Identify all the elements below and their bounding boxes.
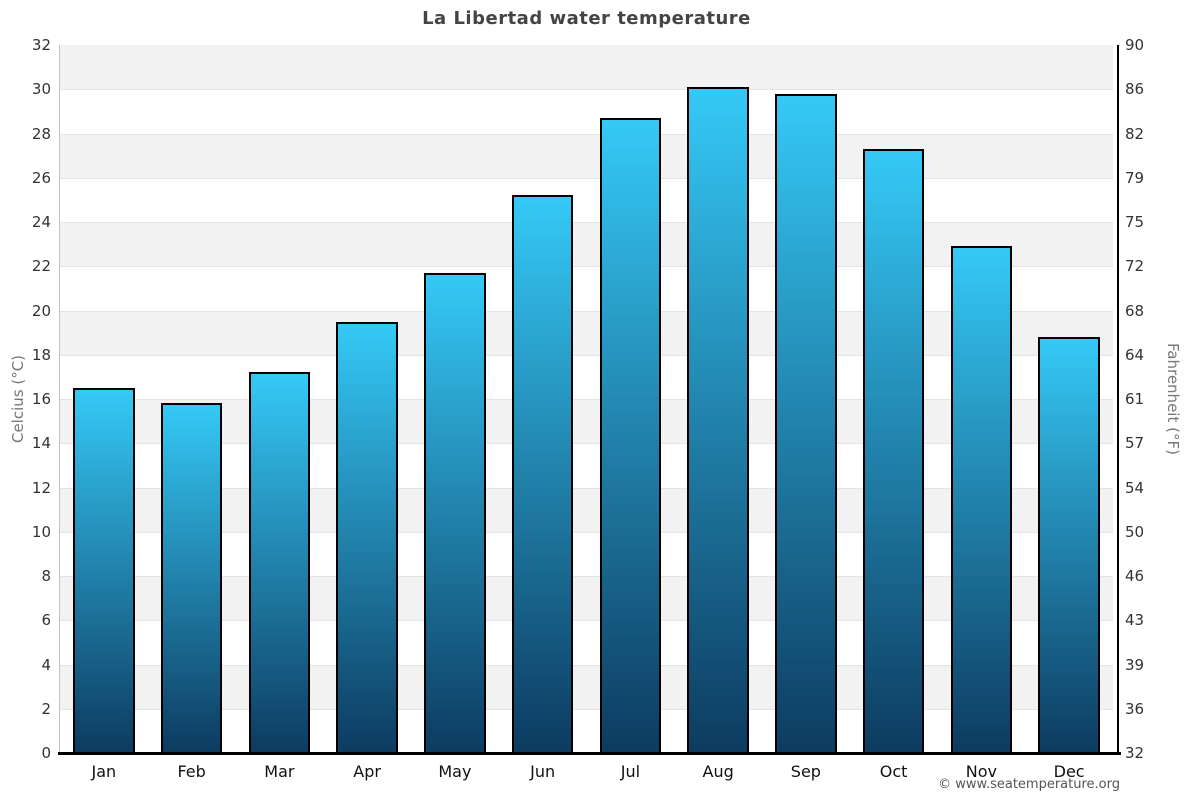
- fahrenheit-tick-39: 39: [1125, 655, 1145, 674]
- celsius-tick-6: 6: [41, 611, 51, 630]
- month-label-sep: Sep: [790, 762, 821, 781]
- chart-title: La Libertad water temperature: [422, 8, 751, 29]
- temperature-bar-apr: [336, 321, 398, 753]
- gridline: [60, 355, 1113, 356]
- celsius-tick-22: 22: [31, 257, 51, 276]
- fahrenheit-tick-75: 75: [1125, 213, 1145, 231]
- plot-band: [60, 664, 1113, 709]
- temperature-bar-mar: [248, 372, 311, 753]
- gridline: [60, 709, 1113, 710]
- month-label-nov: Nov: [965, 762, 997, 781]
- gridline: [60, 266, 1113, 267]
- gridline: [60, 665, 1113, 666]
- y-axis-title-fahrenheit: Fahrenheit (°F): [1164, 343, 1182, 455]
- fahrenheit-tick-61: 61: [1125, 390, 1145, 408]
- temperature-bar-feb: [160, 403, 223, 753]
- fahrenheit-tick-36: 36: [1125, 699, 1145, 718]
- celsius-tick-30: 30: [31, 80, 51, 99]
- y-axis-line-left: [59, 45, 60, 753]
- copyright-credit: © www.seatemperature.org: [938, 777, 1120, 792]
- month-label-dec: Dec: [1053, 762, 1085, 781]
- fahrenheit-tick-82: 82: [1125, 124, 1145, 143]
- temperature-bar-sep: [775, 93, 837, 753]
- gridline: [60, 134, 1113, 135]
- y-axis-title-celsius: Celcius (°C): [9, 354, 27, 444]
- celsius-tick-16: 16: [31, 390, 51, 408]
- gridline: [60, 443, 1113, 444]
- celsius-tick-12: 12: [31, 478, 51, 497]
- fahrenheit-tick-68: 68: [1125, 301, 1145, 320]
- month-label-may: May: [438, 762, 472, 781]
- fahrenheit-tick-43: 43: [1125, 611, 1145, 630]
- month-label-jul: Jul: [620, 762, 641, 781]
- celsius-tick-2: 2: [41, 699, 51, 718]
- month-label-feb: Feb: [177, 762, 206, 781]
- month-label-mar: Mar: [264, 762, 295, 781]
- gridline: [60, 576, 1113, 577]
- celsius-tick-26: 26: [31, 168, 51, 187]
- gridline: [60, 399, 1113, 400]
- gridline: [60, 532, 1113, 533]
- plot-band: [60, 399, 1113, 444]
- celsius-tick-24: 24: [31, 213, 51, 231]
- month-label-aug: Aug: [702, 762, 734, 781]
- celsius-tick-14: 14: [31, 434, 51, 453]
- temperature-bar-aug: [687, 87, 749, 753]
- celsius-tick-10: 10: [31, 522, 51, 541]
- fahrenheit-tick-50: 50: [1125, 522, 1145, 541]
- gridline: [60, 89, 1113, 90]
- gridline: [60, 311, 1113, 312]
- celsius-tick-28: 28: [31, 124, 51, 143]
- temperature-bar-may: [424, 272, 486, 753]
- fahrenheit-tick-32: 32: [1125, 744, 1145, 762]
- month-label-jan: Jan: [91, 762, 117, 781]
- fahrenheit-tick-72: 72: [1125, 257, 1145, 276]
- plot-band: [60, 576, 1113, 621]
- plot-band: [60, 222, 1113, 267]
- plot-band: [60, 310, 1113, 355]
- celsius-tick-18: 18: [31, 345, 51, 364]
- temperature-bar-nov: [950, 246, 1013, 753]
- month-label-oct: Oct: [879, 762, 908, 781]
- celsius-tick-4: 4: [41, 655, 51, 674]
- temperature-bar-jun: [511, 195, 574, 753]
- month-label-apr: Apr: [353, 762, 381, 781]
- celsius-tick-8: 8: [41, 567, 51, 585]
- plot-band: [60, 620, 1113, 665]
- plot-band: [60, 708, 1113, 753]
- fahrenheit-tick-79: 79: [1125, 168, 1145, 187]
- celsius-tick-20: 20: [31, 301, 51, 320]
- celsius-tick-32: 32: [31, 36, 51, 54]
- temperature-bar-jan: [73, 387, 135, 753]
- plot-band: [60, 133, 1113, 178]
- temperature-bar-jul: [599, 118, 662, 753]
- plot-band: [60, 443, 1113, 488]
- celsius-tick-0: 0: [41, 744, 51, 762]
- plot-band: [60, 177, 1113, 222]
- gridline: [60, 178, 1113, 179]
- fahrenheit-tick-46: 46: [1125, 567, 1145, 585]
- plot-area: [60, 45, 1113, 753]
- x-axis-line: [58, 752, 1121, 755]
- month-label-jun: Jun: [530, 762, 556, 781]
- plot-band: [60, 531, 1113, 576]
- gridline: [60, 222, 1113, 223]
- gridline: [60, 488, 1113, 489]
- plot-band: [60, 45, 1113, 90]
- plot-band: [60, 89, 1113, 134]
- gridline: [60, 620, 1113, 621]
- fahrenheit-tick-86: 86: [1125, 80, 1145, 99]
- fahrenheit-tick-90: 90: [1125, 36, 1145, 54]
- plot-band: [60, 266, 1113, 311]
- plot-band: [60, 487, 1113, 532]
- plot-band: [60, 354, 1113, 399]
- temperature-bar-oct: [862, 149, 925, 753]
- fahrenheit-tick-54: 54: [1125, 478, 1145, 497]
- temperature-bar-dec: [1038, 337, 1100, 753]
- fahrenheit-tick-57: 57: [1125, 434, 1145, 453]
- y-axis-line-right: [1117, 45, 1119, 753]
- fahrenheit-tick-64: 64: [1125, 345, 1145, 364]
